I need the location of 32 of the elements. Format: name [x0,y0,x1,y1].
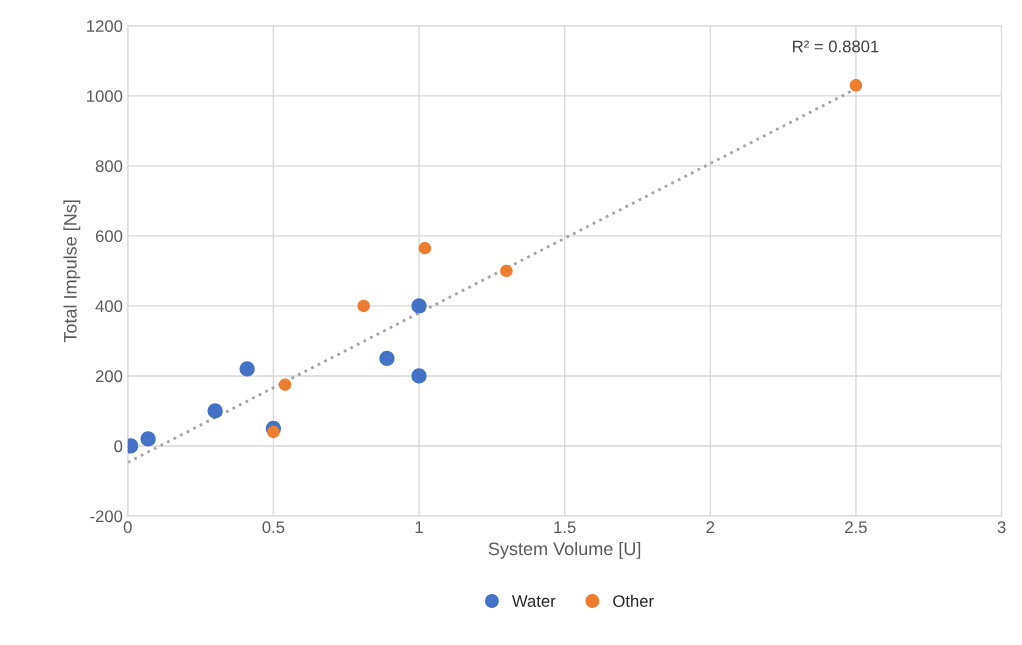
y-axis-title: Total Impulse [Ns] [63,200,81,343]
y-tick-label: 1200 [87,20,123,32]
x-tick-label: 1.5 [554,521,576,534]
y-tick-label: 600 [95,230,123,243]
point [239,361,255,377]
point [140,431,156,447]
x-tick-label: 1 [415,521,423,533]
y-tick-label: 1000 [87,90,123,103]
point [411,298,427,314]
y-tick-label: 0 [114,440,123,453]
x-tick-label: 0 [123,521,132,534]
x-tick-label: 2 [706,521,715,533]
point [278,378,292,391]
x-tick-label: 0.5 [262,521,285,534]
x-tick-label: 2.5 [845,521,867,534]
point [379,350,395,367]
legend-label: Water [511,595,556,607]
point [418,241,432,255]
point [357,299,370,313]
x-axis-title: System Volume [U] [488,541,641,559]
point [267,425,280,439]
y-tick-label: 400 [95,300,123,313]
y-tick-label: 800 [95,160,123,173]
x-tick-label: 3 [997,521,1006,534]
legend-label: Other [613,594,654,607]
point [207,403,223,419]
y-tick-label: 200 [95,370,123,383]
point [411,368,427,384]
point [500,264,513,278]
point [849,79,863,92]
annotation: R² = 0.8801 [793,40,879,53]
y-tick-label: -200 [90,510,123,523]
